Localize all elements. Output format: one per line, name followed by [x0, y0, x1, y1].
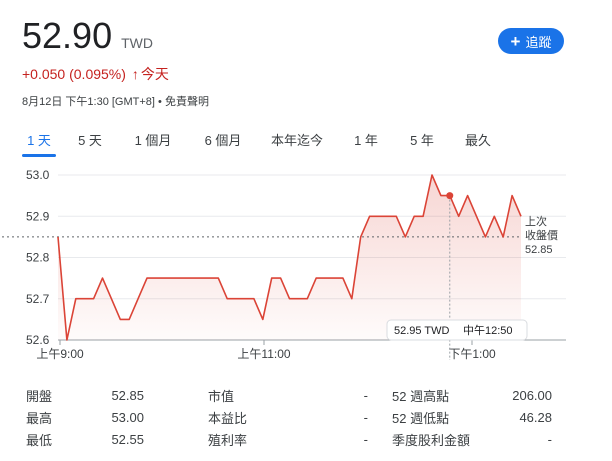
y-tick-label: 52.9: [26, 209, 50, 223]
follow-button-label: 追蹤: [525, 34, 552, 50]
tab-5-days[interactable]: 5 天: [78, 133, 102, 148]
tab-max[interactable]: 最久: [464, 133, 491, 148]
stat-value: -: [363, 409, 368, 425]
tooltip-time: 中午12:50: [463, 324, 513, 337]
y-tick-label: 53.0: [26, 168, 50, 182]
tab-5-years[interactable]: 5 年: [410, 133, 434, 148]
change-value: +0.050 (0.095%): [22, 66, 126, 82]
plus-icon: +: [510, 31, 521, 51]
previous-close-value: 52.85: [525, 244, 553, 256]
price-area: [58, 175, 521, 340]
stats-row: 最高 53.00 本益比 - 52 週低點 46.28: [26, 406, 566, 428]
stats-row: 開盤 52.85 市值 - 52 週高點 206.00: [26, 384, 566, 406]
key-stats: 開盤 52.85 市值 - 52 週高點 206.00 最高 53.00 本益比…: [26, 384, 566, 450]
stat-label: 52 週高點: [392, 388, 450, 404]
tab-1-day[interactable]: 1 天: [22, 126, 56, 157]
disclaimer-link[interactable]: 免責聲明: [164, 96, 209, 108]
tab-1-year[interactable]: 1 年: [354, 133, 378, 148]
stat-value: -: [363, 431, 368, 447]
y-tick-label: 52.8: [26, 251, 50, 265]
stat-label: 本益比: [208, 410, 248, 426]
stat-label: 市值: [208, 388, 235, 404]
hover-tooltip: 52.95 TWD 中午12:50: [386, 319, 528, 341]
currency-label: TWD: [121, 35, 153, 51]
stat-label: 開盤: [26, 388, 53, 404]
stat-value: 53.00: [111, 409, 144, 425]
stats-row: 最低 52.55 殖利率 - 季度股利金額 -: [26, 428, 566, 450]
x-tick-label: 上午11:00: [237, 347, 290, 361]
arrow-up-icon: ↑: [131, 66, 139, 82]
quote-header: 52.90 TWD: [22, 14, 153, 58]
x-tick-label: 上午9:00: [36, 347, 84, 361]
price-chart[interactable]: 53.0 52.9 52.8 52.7 52.6 上午9:00 上午11:00 下午1:00…: [0, 160, 612, 375]
previous-close-label-line1: 上次: [525, 214, 547, 228]
stat-value: 52.85: [111, 387, 144, 403]
quote-meta: 8月12日 下午1:30 [GMT+8] • 免責聲明: [22, 93, 209, 109]
range-tabs: 1 天 5 天 1 個月 6 個月 本年迄今 1 年 5 年 最久: [22, 126, 495, 157]
price-change: +0.050 (0.095%) ↑ 今天: [22, 64, 169, 84]
change-period: 今天: [140, 66, 169, 82]
tooltip-value: 52.95 TWD: [394, 325, 449, 337]
stat-value: -: [363, 387, 368, 403]
meta-separator: •: [158, 96, 162, 108]
stat-value: 52.55: [111, 431, 144, 447]
tab-ytd[interactable]: 本年迄今: [270, 133, 323, 148]
current-price: 52.90: [22, 15, 113, 56]
hover-point: [446, 192, 454, 200]
previous-close-label-line2: 收盤價: [525, 228, 558, 242]
x-tick-label: 下午1:00: [448, 347, 496, 361]
tab-6-months[interactable]: 6 個月: [204, 133, 242, 148]
stat-value: 206.00: [512, 387, 552, 403]
y-tick-label: 52.7: [26, 292, 50, 306]
price-line: [57, 174, 522, 341]
stat-value: -: [547, 431, 552, 447]
stat-value: 46.28: [519, 409, 552, 425]
stat-label: 殖利率: [208, 432, 248, 448]
stat-label: 最高: [26, 410, 53, 426]
quote-timestamp: 8月12日 下午1:30 [GMT+8]: [22, 96, 155, 108]
y-tick-label: 52.6: [26, 333, 50, 347]
stat-label: 季度股利金額: [392, 432, 471, 448]
tab-1-month[interactable]: 1 個月: [134, 133, 172, 148]
stat-label: 最低: [26, 432, 53, 448]
follow-button[interactable]: + 追蹤: [498, 28, 564, 54]
stat-label: 52 週低點: [392, 410, 450, 426]
